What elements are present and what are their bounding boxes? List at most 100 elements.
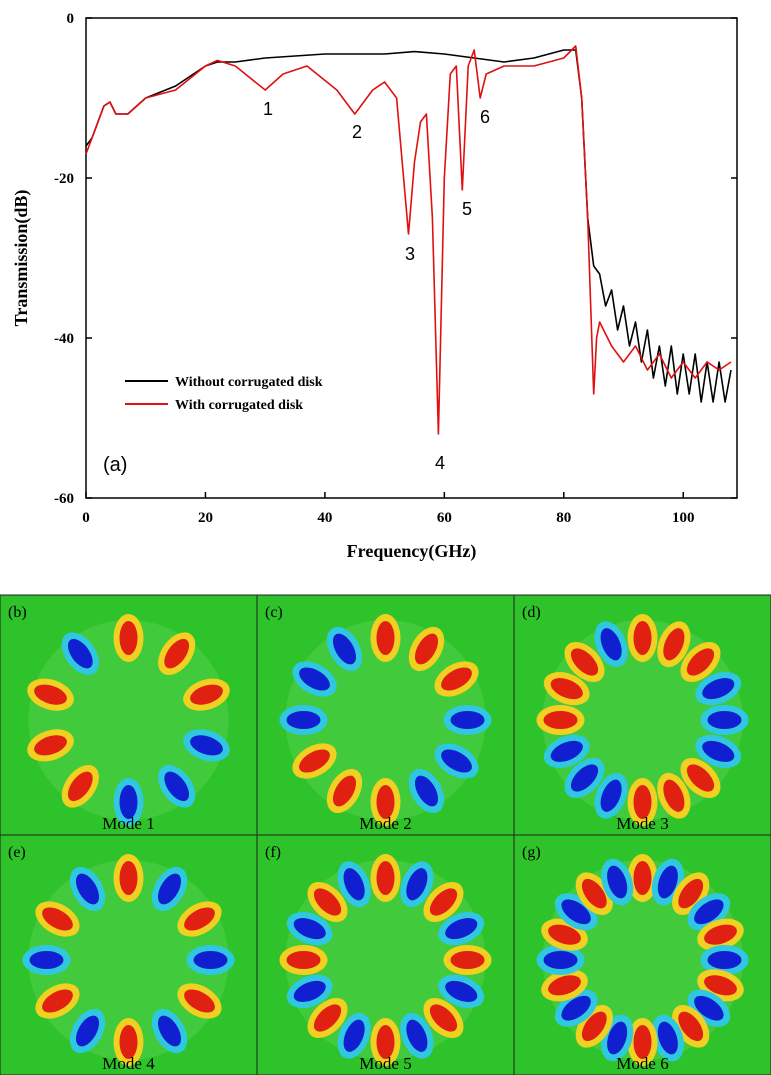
field-lobe <box>663 779 685 812</box>
x-tick-label: 60 <box>437 510 452 526</box>
field-lobe <box>406 1019 428 1052</box>
field-lobe <box>686 648 715 676</box>
field-lobe <box>75 873 100 905</box>
field-lobe <box>343 868 365 901</box>
field-lobe <box>157 873 182 905</box>
field-lobe <box>376 1025 395 1059</box>
field-lobe <box>441 749 472 773</box>
field-lobe <box>543 951 578 969</box>
field-lobe <box>570 648 599 676</box>
field-lobe <box>286 951 321 969</box>
panel-caption: Mode 2 <box>359 814 411 833</box>
field-lobe <box>581 878 607 909</box>
field-lobe <box>548 975 581 996</box>
field-lobe <box>164 771 190 802</box>
field-lobe <box>332 775 357 807</box>
field-lobe <box>663 628 685 661</box>
field-lobe <box>164 638 190 669</box>
panel-label: (c) <box>265 604 283 621</box>
field-lobe <box>702 740 735 762</box>
x-tick-label: 40 <box>317 510 332 526</box>
field-lobe <box>406 868 428 901</box>
field-lobe <box>686 764 715 792</box>
panel-caption: Mode 1 <box>102 814 154 833</box>
field-lobe <box>600 779 622 812</box>
chart: 0 20 40 60 80 100 -60 -40 -20 0 Frequency(GHz) Tran… <box>11 11 738 562</box>
field-lobe <box>445 980 478 1002</box>
field-lobe <box>376 621 395 655</box>
field-lobe <box>157 1015 182 1047</box>
field-lobe <box>190 684 223 705</box>
annotation: 1 <box>263 99 273 119</box>
field-lobe <box>550 678 583 700</box>
field-lobe <box>376 861 395 895</box>
field-lobe <box>694 995 724 1021</box>
field-lobe <box>299 749 330 773</box>
disk <box>285 620 486 820</box>
panel-label: (b) <box>8 604 27 621</box>
disk <box>28 860 229 1060</box>
field-lobe <box>450 951 485 969</box>
field-lobe <box>694 899 724 925</box>
panel-caption: Mode 3 <box>616 814 668 833</box>
field-lobe <box>581 1011 607 1042</box>
field-lobe <box>561 995 591 1021</box>
field-lobe <box>376 785 395 819</box>
field-lobe <box>184 989 215 1013</box>
y-tick-label: -40 <box>54 331 74 347</box>
field-lobe <box>633 785 652 819</box>
field-lobe <box>633 621 652 655</box>
field-lobe <box>657 865 678 899</box>
x-tick-label: 100 <box>672 510 695 526</box>
panel-label: (f) <box>265 844 281 861</box>
field-lobe <box>678 878 704 909</box>
field-lobe <box>561 899 591 925</box>
field-lobe <box>633 1025 652 1059</box>
annotation: 2 <box>352 122 362 142</box>
panel-label: (d) <box>522 604 541 621</box>
field-lobe <box>543 711 578 729</box>
y-axis-label: Transmission(dB) <box>11 190 32 327</box>
field-lobe <box>414 775 439 807</box>
annotation: 5 <box>462 199 472 219</box>
field-lobe <box>570 764 599 792</box>
field-lobe <box>657 1021 678 1055</box>
field-lobe <box>184 907 215 931</box>
field-lobe <box>34 684 67 705</box>
field-lobe <box>600 628 622 661</box>
field-lobe <box>119 861 138 895</box>
field-lobe <box>299 667 330 691</box>
annotation: 4 <box>435 453 445 473</box>
field-lobe <box>343 1019 365 1052</box>
annotation: 3 <box>405 244 415 264</box>
field-lobe <box>450 711 485 729</box>
field-lobe <box>75 1015 100 1047</box>
field-lobe <box>119 621 138 655</box>
plot-frame <box>85 17 738 499</box>
field-lobe <box>607 1021 628 1055</box>
field-lobe <box>29 951 64 969</box>
field-lobe <box>313 1004 342 1032</box>
panel-caption: Mode 6 <box>616 1054 668 1073</box>
field-lobe <box>67 638 93 669</box>
field-lobe <box>550 740 583 762</box>
series-line <box>85 49 732 403</box>
field-lobe <box>707 711 742 729</box>
y-tick-label: -60 <box>54 491 74 507</box>
field-lobe <box>702 678 735 700</box>
field-lobe <box>119 1025 138 1059</box>
field-lobe <box>429 888 458 916</box>
field-lobe <box>332 633 357 665</box>
series-line <box>85 45 732 435</box>
annotation: 6 <box>480 107 490 127</box>
field-lobe <box>313 888 342 916</box>
field-lobe <box>67 771 93 802</box>
field-lobe <box>42 989 73 1013</box>
field-lobe <box>633 861 652 895</box>
panel-caption: Mode 5 <box>359 1054 411 1073</box>
legend-label: Without corrugated disk <box>175 375 323 390</box>
x-tick-label: 0 <box>82 510 90 526</box>
field-lobe <box>190 735 223 756</box>
y-tick-label: -20 <box>54 171 74 187</box>
